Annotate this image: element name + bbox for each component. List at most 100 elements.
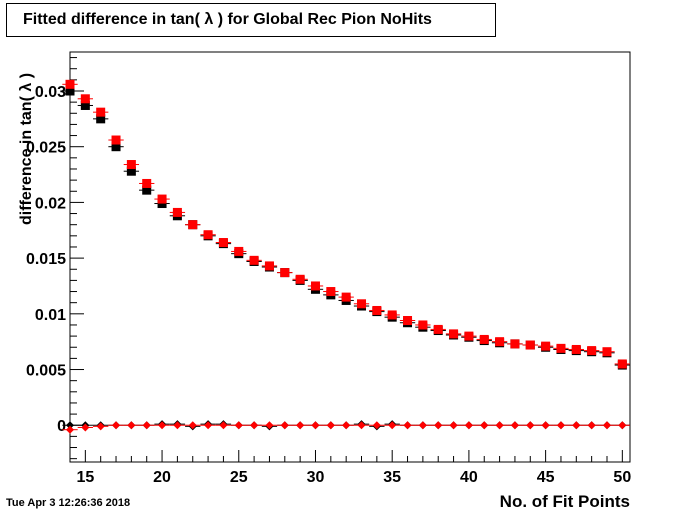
data-point bbox=[602, 421, 611, 430]
data-point bbox=[142, 421, 151, 430]
data-point bbox=[556, 421, 565, 430]
y-tick-label: 0.005 bbox=[26, 363, 66, 380]
data-point bbox=[449, 329, 459, 339]
timestamp: Tue Apr 3 12:26:36 2018 bbox=[6, 497, 131, 509]
data-point bbox=[219, 421, 228, 430]
data-point bbox=[310, 281, 320, 291]
data-point bbox=[617, 359, 627, 369]
x-tick-label: 35 bbox=[383, 469, 401, 486]
x-tick-label: 30 bbox=[307, 469, 325, 486]
x-axis-label: No. of Fit Points bbox=[499, 492, 630, 511]
data-point bbox=[571, 344, 581, 354]
data-point bbox=[403, 316, 413, 326]
y-axis-ticks: 0 0.005 0.01 0.015 0.02 0.025 0.03 bbox=[26, 57, 84, 460]
data-point bbox=[234, 246, 244, 256]
data-point bbox=[587, 346, 597, 356]
y-tick-label: 0.01 bbox=[35, 307, 66, 324]
y-tick-label: 0.02 bbox=[35, 195, 66, 212]
data-point bbox=[66, 421, 74, 430]
plot-frame bbox=[69, 51, 631, 463]
y-axis-label: difference in tan( λ ) bbox=[18, 72, 35, 225]
data-point bbox=[495, 421, 504, 430]
data-point bbox=[204, 421, 213, 430]
data-point bbox=[126, 160, 136, 170]
data-point bbox=[112, 421, 121, 430]
data-point bbox=[372, 421, 381, 430]
data-point bbox=[111, 142, 121, 152]
data-point bbox=[387, 310, 397, 320]
y-tick-label: 0 bbox=[57, 418, 66, 435]
data-point bbox=[464, 331, 474, 341]
data-point bbox=[127, 421, 136, 430]
data-point bbox=[65, 79, 75, 89]
data-point bbox=[173, 421, 182, 430]
data-point bbox=[80, 100, 90, 110]
data-point bbox=[295, 274, 305, 284]
data-point bbox=[80, 94, 90, 104]
data-point bbox=[126, 166, 136, 176]
data-point bbox=[249, 255, 259, 265]
data-point bbox=[172, 207, 182, 217]
data-point bbox=[541, 341, 551, 351]
y-tick-label: 0.015 bbox=[26, 251, 66, 268]
data-point bbox=[433, 324, 443, 334]
data-point bbox=[188, 421, 197, 430]
data-point bbox=[357, 299, 367, 309]
data-point bbox=[602, 347, 612, 357]
data-point bbox=[341, 292, 351, 302]
data-point bbox=[250, 421, 259, 430]
data-point bbox=[203, 230, 213, 240]
data-point bbox=[510, 421, 519, 430]
x-tick-label: 45 bbox=[537, 469, 555, 486]
y-tick-label: 0.025 bbox=[26, 140, 66, 157]
data-point bbox=[265, 421, 274, 430]
data-point bbox=[449, 421, 458, 430]
data-point bbox=[158, 421, 167, 430]
x-tick-label: 40 bbox=[460, 469, 478, 486]
data-point bbox=[296, 421, 305, 430]
data-point bbox=[572, 421, 581, 430]
data-point bbox=[280, 421, 289, 430]
data-point bbox=[388, 421, 397, 430]
data-point bbox=[434, 421, 443, 430]
x-tick-label: 15 bbox=[76, 469, 94, 486]
data-point bbox=[81, 423, 90, 432]
data-point bbox=[418, 320, 428, 330]
data-point bbox=[480, 421, 489, 430]
data-point bbox=[111, 135, 121, 145]
data-point bbox=[142, 178, 152, 188]
data-point bbox=[618, 421, 627, 430]
data-point bbox=[142, 185, 152, 195]
x-tick-label: 50 bbox=[613, 469, 631, 486]
data-point bbox=[65, 86, 75, 96]
data-point bbox=[526, 421, 535, 430]
data-point bbox=[510, 339, 520, 349]
data-point bbox=[218, 238, 228, 248]
data-point bbox=[403, 421, 412, 430]
y-tick-label: 0.03 bbox=[35, 84, 66, 101]
data-point bbox=[96, 114, 106, 124]
data-point bbox=[372, 305, 382, 315]
data-point bbox=[96, 107, 106, 117]
data-point bbox=[556, 343, 566, 353]
data-point bbox=[418, 421, 427, 430]
data-point bbox=[326, 287, 336, 297]
data-point bbox=[479, 334, 489, 344]
data-point bbox=[464, 421, 473, 430]
data-point bbox=[234, 421, 243, 430]
x-axis-ticks: 15 20 25 30 35 40 45 50 bbox=[69, 450, 631, 486]
data-point bbox=[264, 261, 274, 271]
x-tick-label: 20 bbox=[153, 469, 171, 486]
data-point bbox=[326, 421, 335, 430]
data-point bbox=[541, 421, 550, 430]
chart-title: Fitted difference in tan( λ ) for Global… bbox=[6, 3, 496, 37]
series-layer bbox=[62, 79, 630, 434]
data-point bbox=[157, 194, 167, 204]
data-point bbox=[96, 422, 105, 431]
data-point bbox=[357, 421, 366, 430]
data-point bbox=[495, 337, 505, 347]
data-point bbox=[280, 268, 290, 278]
data-point bbox=[342, 421, 351, 430]
x-tick-label: 25 bbox=[230, 469, 248, 486]
